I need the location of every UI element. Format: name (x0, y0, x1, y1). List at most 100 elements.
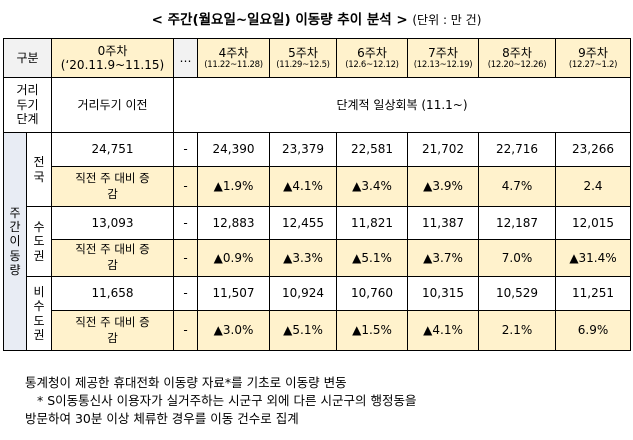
change-label-line: 감 (107, 186, 118, 201)
distancing-label-line: 거리 (16, 83, 39, 98)
distancing-label-line: 두기 (16, 97, 39, 112)
dash-cell: - (173, 310, 198, 351)
change-cell: ▲1.9% (197, 166, 270, 207)
value-cell: 10,760 (336, 276, 408, 311)
value-cell: 11,821 (336, 206, 408, 240)
change-label-line: 감 (107, 258, 118, 272)
section-label-char: 동 (9, 248, 21, 263)
header-week: 7주차 (12.13~12.19) (407, 38, 479, 78)
change-cell: ▲3.9% (407, 166, 479, 207)
week-period: (11.22~11.28) (204, 60, 263, 71)
region-label: 전 국 (26, 132, 52, 207)
section-label-char: 주 (9, 205, 21, 220)
page-title: < 주간(월요일~일요일) 이동량 추이 분석 > (단위 : 만 건) (0, 8, 633, 28)
base-value: 24,751 (51, 132, 174, 167)
distancing-row: 거리 두기 단계 거리두기 이전 단계적 일상회복 (11.1~) (3, 77, 631, 133)
note-line: 방문하여 30분 이상 체류한 경우를 이동 건수로 집계 (25, 411, 299, 426)
value-cell: 12,883 (197, 206, 270, 240)
change-cell: ▲3.7% (407, 239, 479, 277)
change-label-line: 감 (107, 330, 118, 345)
header-label: 구분 (3, 38, 52, 78)
value-cell: 12,187 (478, 206, 556, 240)
value-cell: 11,251 (555, 276, 631, 311)
change-cell: ▲0.9% (197, 239, 270, 277)
value-cell: 10,529 (478, 276, 556, 311)
change-cell: 2.4 (555, 166, 631, 207)
change-label: 직전 주 대비 증 감 (51, 310, 174, 351)
header-ellipsis: … (173, 38, 198, 78)
change-cell: ▲1.5% (336, 310, 408, 351)
table-row: 직전 주 대비 증 감 - ▲1.9% ▲4.1% ▲3.4% ▲3.9% 4.… (4, 166, 631, 207)
value-cell: 11,507 (197, 276, 270, 311)
week-period: (12.20~12.26) (487, 60, 547, 71)
section-label-char: 간 (9, 219, 21, 234)
change-cell: ▲4.1% (269, 166, 337, 207)
change-label-line: 직전 주 대비 증 (75, 170, 150, 185)
distancing-after: 단계적 일상회복 (11.1~) (173, 77, 631, 133)
footnotes: 통계청이 제공한 휴대전화 이동량 자료*를 기초로 이동량 변동 * S이동통… (25, 374, 416, 428)
change-cell: ▲5.1% (336, 239, 408, 277)
table-row: 비 수 도 권 11,658 - 11,507 10,924 10,760 10… (4, 276, 631, 351)
value-cell: 23,266 (555, 132, 631, 167)
region-label-char: 도 (33, 234, 45, 249)
value-cell: 23,379 (269, 132, 337, 167)
change-cell: ▲5.1% (269, 310, 337, 351)
region-label-char: 비 (33, 284, 45, 299)
table-row: 직전 주 대비 증 감 - ▲3.0% ▲5.1% ▲1.5% ▲4.1% 2.… (4, 310, 631, 351)
value-cell: 12,455 (269, 206, 337, 240)
region-label: 비 수 도 권 (26, 276, 52, 351)
region-label-char: 권 (33, 327, 45, 342)
region-label-char: 도 (33, 313, 45, 328)
change-cell: ▲31.4% (555, 239, 631, 277)
unit-label: (단위 : 만 건) (412, 13, 482, 27)
change-cell: 4.7% (478, 166, 556, 207)
header-week: 4주차 (11.22~11.28) (197, 38, 270, 78)
section-label-char: 이 (9, 234, 21, 249)
value-cell: 10,315 (407, 276, 479, 311)
header-week: 9주차 (12.27~1.2) (555, 38, 631, 78)
header-week: 5주차 (11.29~12.5) (269, 38, 337, 78)
week-period: (12.6~12.12) (345, 60, 399, 71)
header-row: 구분 0주차 (‘20.11.9~11.15) … 4주차 (11.22~11.… (3, 38, 631, 78)
note-line: 통계청이 제공한 휴대전화 이동량 자료*를 기초로 이동량 변동 (25, 375, 347, 390)
base-week-period: (‘20.11.9~11.15) (60, 58, 165, 72)
section-label-char: 량 (9, 263, 21, 278)
mobility-table: 구분 0주차 (‘20.11.9~11.15) … 4주차 (11.22~11.… (3, 38, 631, 351)
change-label: 직전 주 대비 증 감 (51, 166, 174, 207)
value-cell: 11,387 (407, 206, 479, 240)
change-cell: ▲4.1% (407, 310, 479, 351)
region-label-char: 국 (33, 169, 45, 184)
week-name: 9주차 (578, 45, 608, 60)
header-week: 8주차 (12.20~12.26) (478, 38, 556, 78)
value-cell: 12,015 (555, 206, 631, 240)
dash-cell: - (173, 132, 198, 167)
week-name: 8주차 (502, 45, 532, 60)
base-value: 13,093 (51, 206, 174, 240)
week-period: (12.27~1.2) (568, 60, 618, 71)
change-cell: ▲3.3% (269, 239, 337, 277)
region-label: 수 도 권 (26, 206, 52, 277)
header-week: 6주차 (12.6~12.12) (336, 38, 408, 78)
week-name: 5주차 (288, 45, 318, 60)
value-cell: 22,716 (478, 132, 556, 167)
change-label-line: 직전 주 대비 증 (75, 242, 150, 257)
value-cell: 21,702 (407, 132, 479, 167)
change-cell: 7.0% (478, 239, 556, 277)
region-label-char: 권 (33, 248, 45, 263)
change-cell: 6.9% (555, 310, 631, 351)
value-cell: 10,924 (269, 276, 337, 311)
distancing-label-line: 단계 (16, 112, 39, 127)
week-period: (12.13~12.19) (413, 60, 473, 71)
change-cell: ▲3.0% (197, 310, 270, 351)
change-label: 직전 주 대비 증 감 (51, 239, 174, 277)
base-value: 11,658 (51, 276, 174, 311)
table-row: 직전 주 대비 증 감 - ▲0.9% ▲3.3% ▲5.1% ▲3.7% 7.… (4, 239, 631, 277)
table-row: 수 도 권 13,093 - 12,883 12,455 11,821 11,3… (4, 206, 631, 277)
dash-cell: - (173, 276, 198, 311)
section-label: 주 간 이 동 량 (3, 132, 27, 351)
week-name: 6주차 (357, 45, 387, 60)
note-line: * S이동통신사 이용자가 실거주하는 시군구 외에 다른 시군구의 행정동을 (37, 393, 417, 408)
distancing-label: 거리 두기 단계 (3, 77, 52, 133)
header-base-week: 0주차 (‘20.11.9~11.15) (51, 38, 174, 78)
week-period: (11.29~12.5) (276, 60, 330, 71)
